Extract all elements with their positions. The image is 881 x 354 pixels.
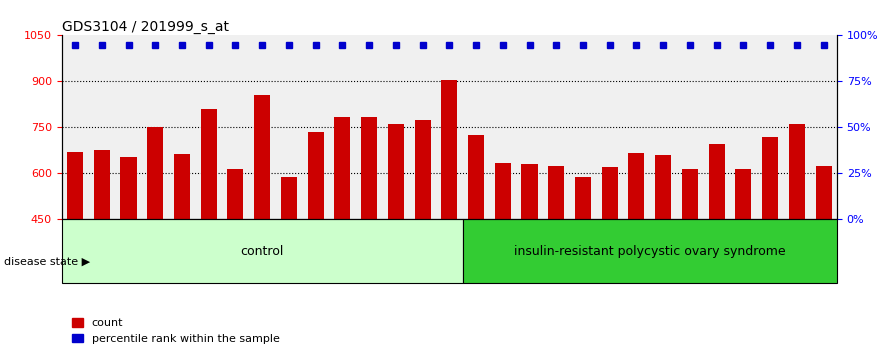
Bar (361, 117, 377, 219)
Bar (307, 132, 323, 219)
Bar (708, 144, 725, 219)
FancyBboxPatch shape (62, 219, 463, 283)
Bar (121, 156, 137, 219)
Legend: count, percentile rank within the sample: count, percentile rank within the sample (67, 314, 284, 348)
Text: insulin-resistant polycystic ovary syndrome: insulin-resistant polycystic ovary syndr… (514, 245, 786, 258)
Bar (468, 135, 484, 219)
Bar (388, 124, 403, 219)
Bar (227, 169, 243, 219)
Bar (335, 117, 351, 219)
Bar (281, 177, 297, 219)
Bar (93, 150, 110, 219)
Bar (548, 166, 564, 219)
Bar (575, 177, 591, 219)
Bar (816, 166, 832, 219)
Bar (415, 120, 431, 219)
Bar (736, 169, 751, 219)
Text: GDS3104 / 201999_s_at: GDS3104 / 201999_s_at (62, 21, 229, 34)
Bar (201, 109, 217, 219)
FancyBboxPatch shape (463, 219, 837, 283)
Bar (174, 154, 190, 219)
Bar (254, 95, 270, 219)
Bar (67, 152, 83, 219)
Bar (655, 155, 671, 219)
Bar (522, 164, 537, 219)
Bar (495, 163, 511, 219)
Text: disease state ▶: disease state ▶ (4, 257, 91, 267)
Bar (762, 137, 778, 219)
Bar (441, 80, 457, 219)
Bar (682, 169, 698, 219)
Text: control: control (241, 245, 284, 258)
Bar (788, 124, 805, 219)
Bar (147, 127, 163, 219)
Bar (628, 153, 645, 219)
Bar (602, 167, 618, 219)
